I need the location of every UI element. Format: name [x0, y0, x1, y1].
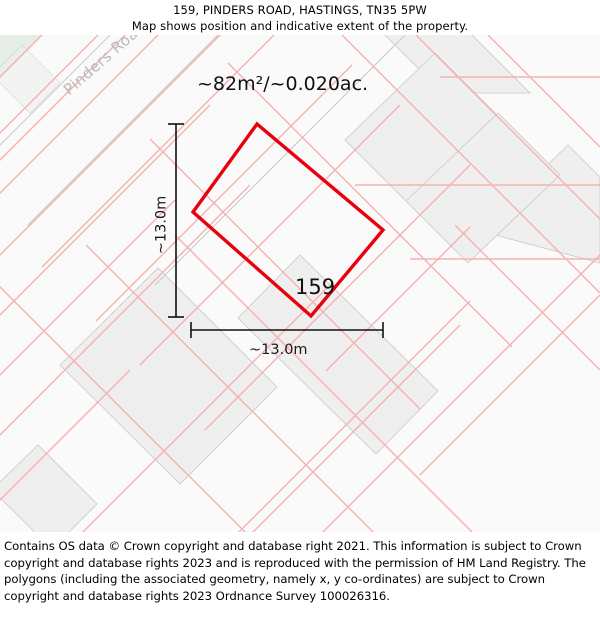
parcel-line: [85, 244, 374, 532]
parcel-line: [149, 138, 421, 410]
building-polygon: [237, 254, 439, 455]
map-vector-layer: [0, 35, 600, 532]
parcel-line: [0, 35, 43, 78]
area-label: ~82m²/~0.020ac.: [197, 73, 369, 95]
parcel-line: [0, 199, 176, 376]
page-title: 159, PINDERS ROAD, HASTINGS, TN35 5PW: [173, 3, 427, 17]
page-subtitle: Map shows position and indicative extent…: [131, 19, 469, 33]
house-number-label: 159: [295, 275, 336, 299]
parcel-line: [0, 286, 246, 532]
road-line: [0, 35, 111, 146]
parcel-line: [139, 104, 401, 366]
parcel-line: [0, 369, 131, 501]
parcel-line: [0, 35, 221, 256]
parcel-line: [252, 324, 461, 532]
copyright-text: Contains OS data © Crown copyright and d…: [4, 539, 586, 603]
parcel-line: [204, 164, 471, 431]
parcel-line: [0, 35, 159, 194]
parcel-line: [95, 64, 353, 322]
parcel-line: [238, 300, 471, 532]
parcel-line: [341, 35, 600, 294]
parcel-line: [41, 35, 275, 268]
parcel-line: [0, 35, 126, 161]
property-boundary-polygon[interactable]: [190, 121, 386, 319]
parcel-line: [0, 104, 211, 316]
map-header: 159, PINDERS ROAD, HASTINGS, TN35 5PW Ma…: [0, 0, 600, 35]
building-polygon: [0, 444, 98, 532]
road-line: [27, 35, 219, 226]
width-dimension-label: ~13.0m: [249, 342, 308, 358]
road-line: [154, 35, 406, 286]
parcel-line: [322, 254, 600, 532]
building-polygons: [0, 35, 600, 532]
building-polygon: [59, 267, 278, 485]
parcel-line: [419, 294, 600, 476]
parcel-line: [0, 184, 251, 436]
parcel-line: [487, 35, 600, 148]
building-polygon: [405, 112, 561, 264]
map-canvas[interactable]: ~82m²/~0.020ac. 159 ~13.0m ~13.0m Pinder…: [0, 35, 600, 532]
parcel-line: [325, 226, 471, 372]
parcel-boundaries: [0, 35, 600, 532]
parcel-line: [454, 224, 600, 371]
parcel-line: [227, 62, 513, 348]
map-footer: Contains OS data © Crown copyright and d…: [0, 532, 600, 625]
parcel-line: [174, 234, 473, 532]
road-lines: [0, 35, 406, 286]
height-dimension-label: ~13.0m: [153, 195, 170, 255]
dimension-rulers: [168, 123, 384, 338]
parcel-line: [0, 35, 99, 134]
